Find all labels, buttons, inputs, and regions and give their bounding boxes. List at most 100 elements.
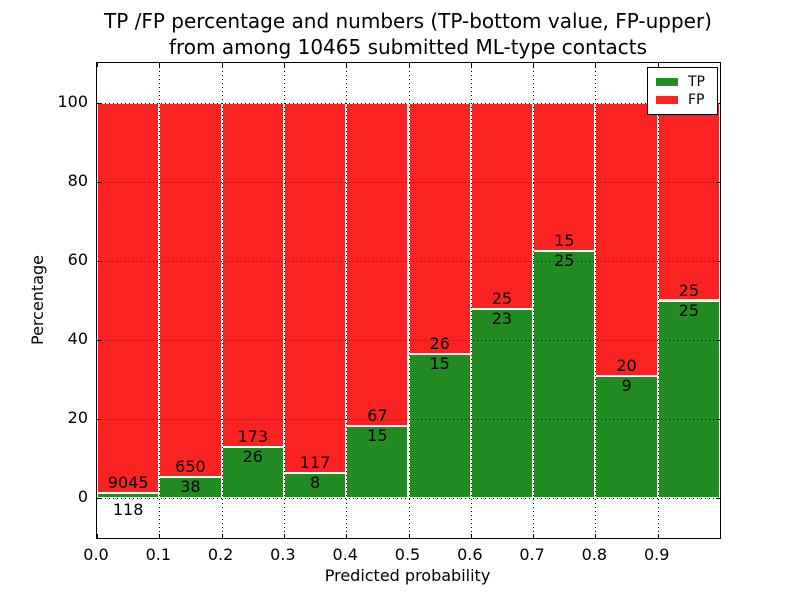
plot-area: 9045 118 650 38 173 26 117 8 67 15 26 15 25 23 15 25 20 9… (96, 62, 721, 539)
gridline-x (346, 63, 347, 538)
y-tick-label: 60 (67, 249, 88, 269)
legend: TP FP (647, 67, 718, 115)
fp-legend-swatch (656, 96, 678, 104)
x-tick-mark (409, 63, 410, 67)
chart-title-line1: TP /FP percentage and numbers (TP-bottom… (104, 9, 712, 33)
fp-count-label: 25 (491, 288, 513, 308)
x-axis-label: Predicted probability (324, 566, 491, 585)
y-tick-mark (716, 181, 720, 183)
y-tick-mark (97, 340, 101, 342)
legend-item: FP (656, 91, 717, 109)
gridline-x (409, 63, 410, 538)
x-tick-label: 0.8 (581, 545, 608, 564)
y-tick-mark (97, 498, 101, 500)
gridline-x (222, 63, 223, 538)
fp-count-label: 117 (299, 453, 331, 473)
legend-item: TP (656, 73, 717, 91)
gridline-x (595, 63, 596, 538)
y-axis-label: Percentage (28, 254, 47, 345)
tp-count-label: 9 (621, 375, 632, 395)
bar-segment-fp (657, 102, 720, 301)
x-tick-mark (284, 534, 285, 538)
bar-segment-fp (595, 102, 658, 376)
y-tick-mark (716, 102, 720, 104)
fp-count-label: 25 (678, 280, 700, 300)
gridline-y (97, 181, 720, 183)
x-tick-mark (658, 63, 659, 67)
bar-segment-fp (346, 102, 409, 426)
x-tick-label: 0.4 (332, 545, 358, 564)
gridline-y (97, 340, 720, 342)
x-tick-label: 0.2 (207, 545, 234, 564)
gridline-y (97, 419, 720, 421)
tp-count-label: 38 (180, 476, 201, 496)
x-tick-label: 0.1 (145, 545, 172, 564)
x-tick-mark (658, 534, 659, 538)
fp-count-label: 20 (616, 355, 637, 375)
bar-segment-tp (533, 251, 596, 499)
x-tick-label: 0.6 (457, 545, 483, 564)
x-tick-label: 0.9 (643, 545, 670, 564)
x-tick-mark (471, 63, 472, 67)
bar-segment-tp (221, 446, 284, 499)
y-tick-mark (716, 340, 720, 342)
x-tick-mark (222, 63, 223, 67)
fp-count-label: 173 (237, 426, 269, 446)
x-tick-label: 0.3 (270, 545, 296, 564)
x-tick-label: 0.0 (83, 545, 109, 564)
y-tick-label: 100 (57, 91, 88, 111)
gridline-x (471, 63, 472, 538)
y-tick-mark (97, 102, 101, 104)
bar-segment-fp (533, 102, 596, 252)
tp-count-label: 8 (309, 473, 321, 493)
bar-segment-fp (97, 102, 160, 494)
bar-segment-fp (283, 102, 347, 474)
bar-segment-tp (470, 308, 534, 499)
fp-count-label: 15 (554, 231, 575, 251)
tp-count-label: 25 (554, 251, 575, 271)
tp-count-label: 15 (367, 426, 388, 446)
y-tick-label: 40 (67, 329, 88, 349)
fp-count-label: 26 (429, 333, 450, 353)
tp-count-label: 118 (112, 500, 144, 520)
y-tick-mark (716, 419, 720, 421)
y-tick-mark (97, 181, 101, 183)
x-tick-mark (595, 534, 596, 538)
gridline-x (533, 63, 534, 538)
legend-label: TP (688, 74, 705, 90)
x-tick-label: 0.5 (394, 545, 421, 564)
gridline-x (284, 63, 285, 538)
chart-title-line2: from among 10465 submitted ML-type conta… (168, 35, 648, 59)
x-tick-mark (533, 534, 534, 538)
y-tick-label: 80 (67, 170, 88, 190)
x-tick-mark (97, 63, 98, 67)
x-tick-mark (346, 63, 347, 67)
gridline-x (159, 63, 160, 538)
gridline-y (97, 498, 720, 500)
x-tick-mark (284, 63, 285, 67)
fp-count-label: 9045 (107, 473, 149, 493)
x-tick-label: 0.7 (519, 545, 545, 564)
y-tick-mark (716, 260, 720, 262)
x-tick-mark (471, 534, 472, 538)
x-tick-mark (346, 534, 347, 538)
tp-count-label: 25 (678, 300, 700, 320)
x-tick-mark (222, 534, 223, 538)
gridline-y (97, 102, 720, 104)
y-tick-mark (716, 498, 720, 500)
bar-segment-tp (657, 300, 720, 499)
bar-segment-fp (159, 102, 222, 477)
x-tick-mark (409, 534, 410, 538)
gridline-y (97, 260, 720, 262)
tp-count-label: 26 (242, 446, 263, 466)
y-tick-label: 0 (77, 487, 88, 507)
bar-segment-tp (408, 353, 471, 499)
x-tick-mark (595, 63, 596, 67)
legend-label: FP (688, 92, 705, 108)
tp-legend-swatch (656, 78, 678, 86)
x-tick-mark (97, 534, 98, 538)
bar-segment-tp (97, 493, 160, 499)
y-tick-mark (97, 260, 101, 262)
y-tick-mark (97, 419, 101, 421)
